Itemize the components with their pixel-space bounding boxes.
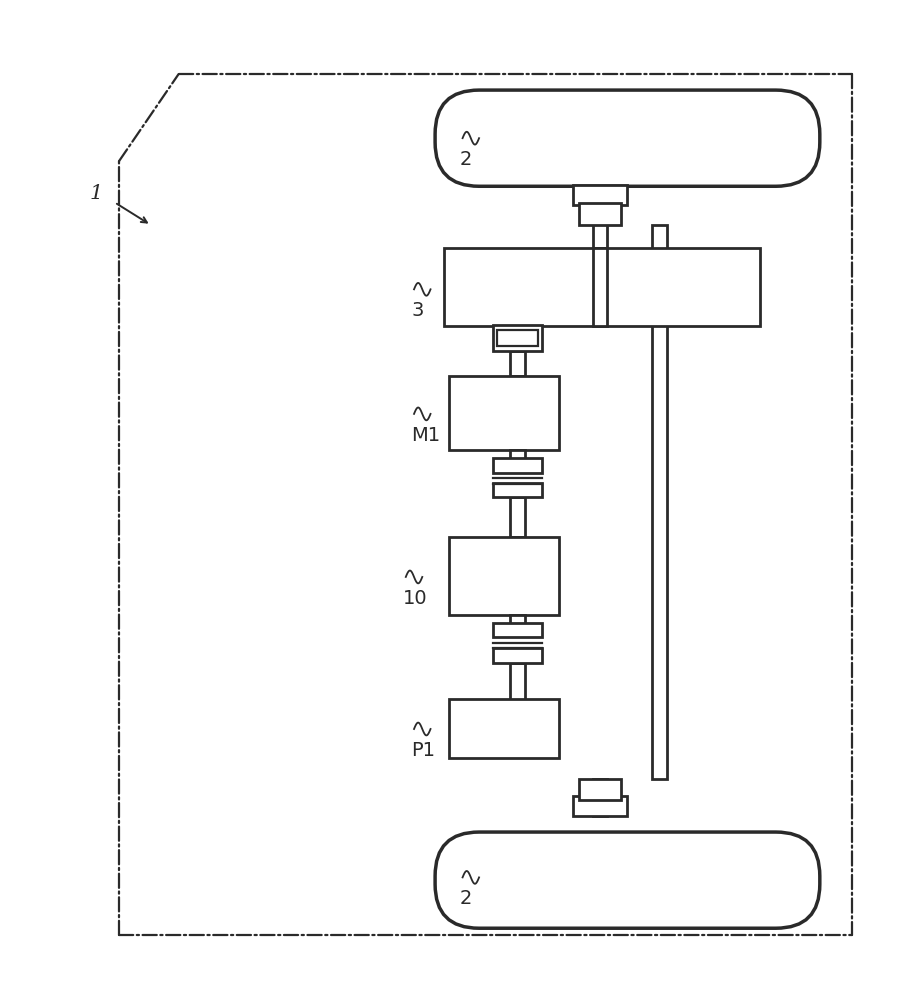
Bar	[493, 325, 542, 351]
Bar	[579, 779, 621, 800]
Text: 1: 1	[90, 184, 103, 203]
Bar	[493, 458, 542, 473]
Bar	[579, 203, 621, 225]
Text: 2: 2	[460, 150, 473, 169]
Bar	[593, 779, 607, 816]
Bar	[493, 623, 542, 637]
Bar	[510, 663, 525, 702]
Bar	[572, 185, 627, 205]
Bar	[493, 483, 542, 497]
Bar	[510, 497, 525, 537]
Bar	[497, 330, 538, 346]
Bar	[572, 796, 627, 816]
FancyBboxPatch shape	[435, 90, 820, 186]
Text: 3: 3	[411, 301, 424, 320]
Bar	[652, 225, 667, 779]
Bar	[449, 699, 559, 758]
Bar	[449, 376, 559, 450]
FancyBboxPatch shape	[435, 832, 820, 928]
Bar	[593, 248, 607, 326]
Text: 10: 10	[403, 589, 428, 608]
Bar	[493, 648, 542, 663]
Bar	[444, 248, 760, 326]
Text: 2: 2	[460, 889, 473, 908]
Bar	[510, 614, 525, 624]
Bar	[449, 537, 559, 614]
Text: P1: P1	[411, 741, 435, 760]
Bar	[510, 450, 525, 459]
Text: M1: M1	[411, 426, 441, 445]
Bar	[593, 205, 607, 248]
Bar	[510, 351, 525, 376]
